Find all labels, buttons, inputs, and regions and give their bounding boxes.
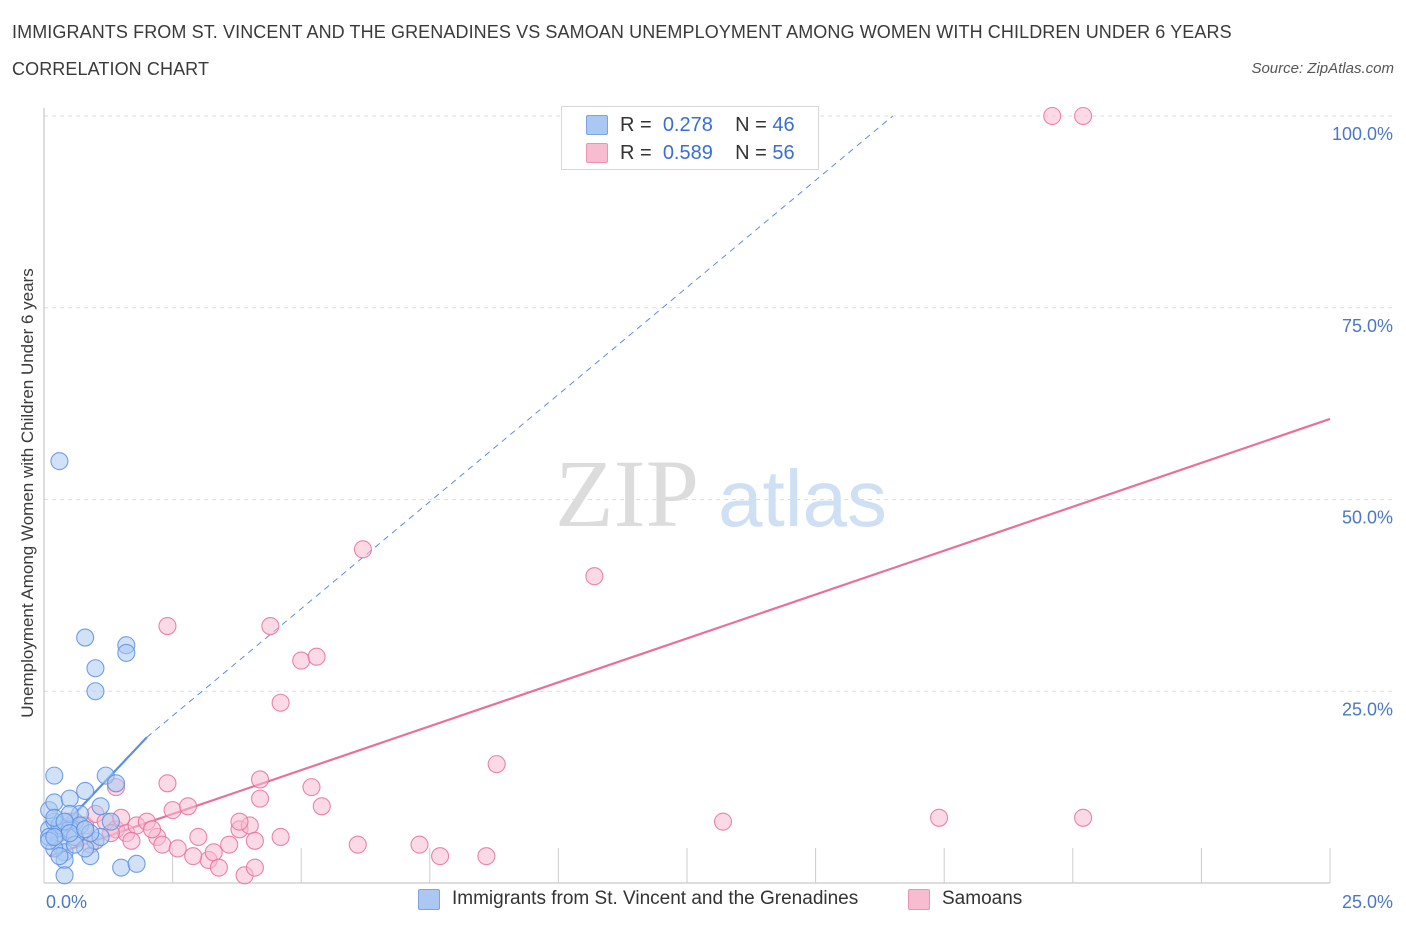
data-point-vincent [76,628,95,647]
data-point-samoan [250,789,270,808]
legend-row-vincent: R = 0.278 N = 46 [586,111,795,139]
data-point-samoan [585,567,604,586]
data-point-samoan [230,812,249,831]
bottom-legend-vincent: Immigrants from St. Vincent and the Gren… [418,888,858,910]
data-point-samoan [250,770,270,789]
data-point-samoan [410,835,429,854]
y-tick-label: 25.0% [1342,699,1393,719]
data-point-samoan [158,774,177,793]
data-point-samoan [209,858,228,877]
chart-source: Source: ZipAtlas.com [1251,60,1394,77]
grid-lines [44,115,1394,692]
watermark-zip: ZIP [555,440,699,547]
data-point-samoan [220,835,239,854]
data-point-vincent [127,854,146,873]
data-point-samoan [271,693,290,712]
legend-swatch-vincent [586,115,608,135]
y-tick-label: 75.0% [1342,316,1393,336]
data-point-samoan [142,820,162,839]
data-point-samoan [245,831,264,850]
data-point-vincent [55,866,74,885]
data-point-samoan [184,847,203,866]
data-point-vincent [50,847,69,866]
data-point-samoan [713,812,733,831]
data-point-samoan [302,778,321,797]
data-point-samoan [122,831,141,850]
data-point-vincent [106,774,126,793]
legend-r-label: R = [620,141,652,164]
data-point-vincent [60,789,79,808]
data-point-vincent [76,781,95,801]
legend-n-value: 56 [772,141,795,164]
stats-legend: R = 0.278 N = 46 R = 0.589 N = 56 [561,106,819,170]
x-tick-label: 25.0% [1342,892,1393,912]
data-point-samoan [204,843,223,862]
data-point-samoan [158,617,177,636]
data-point-samoan [1043,106,1062,126]
data-point-vincent [117,643,136,662]
bottom-legend-label-vincent: Immigrants from St. Vincent and the Gren… [452,888,859,909]
data-point-samoan [930,808,949,827]
data-point-vincent [86,682,105,701]
data-point-samoan [153,835,172,854]
data-point-samoan [1074,106,1093,126]
y-axis-label: Unemployment Among Women with Children U… [18,268,37,717]
data-points [40,106,1093,885]
x-tick-label: 0.0% [46,892,87,912]
tick-labels: 25.0% 50.0% 75.0% 100.0% 0.0% 25.0% [46,124,1393,912]
data-point-vincent [86,659,105,678]
y-tick-label: 50.0% [1342,508,1393,528]
legend-n-label: N = [735,113,767,136]
data-point-vincent [45,766,64,785]
data-point-samoan [1074,808,1093,827]
data-point-vincent [76,820,95,839]
watermark: ZIP atlas [555,440,887,547]
legend-swatch-samoan [586,143,608,163]
bottom-legend-swatch-samoan [908,888,930,910]
data-point-samoan [271,827,290,847]
legend-r-label: R = [620,113,652,136]
y-tick-label: 100.0% [1332,124,1393,144]
watermark-atlas: atlas [718,454,887,543]
data-point-samoan [168,839,187,858]
data-point-vincent [60,824,79,843]
data-point-vincent [91,797,110,816]
bottom-legend-swatch-vincent [418,888,440,910]
data-point-samoan [178,797,198,816]
legend-row-samoan: R = 0.589 N = 56 [586,139,795,167]
data-point-samoan [292,651,311,670]
data-point-samoan [487,755,506,774]
data-point-samoan [307,647,326,666]
bottom-legend-samoan: Samoans [908,888,1022,910]
data-point-samoan [189,827,208,847]
data-point-samoan [261,617,280,636]
data-point-samoan [353,540,372,559]
legend-r-value: 0.278 [662,113,713,136]
trend-line-vincent-extension [146,115,894,738]
data-point-samoan [431,847,450,866]
data-point-vincent [45,793,64,812]
data-point-vincent [112,858,131,877]
legend-n-label: N = [735,141,767,164]
data-point-samoan [348,835,367,854]
data-point-vincent [50,452,69,471]
data-point-vincent [45,827,64,847]
data-point-samoan [477,847,496,866]
data-point-samoan [163,801,182,820]
legend-r-value: 0.589 [662,141,713,164]
data-point-vincent [101,812,120,831]
bottom-legend-label-samoan: Samoans [942,888,1023,909]
data-point-samoan [245,858,264,877]
chart-title: IMMIGRANTS FROM ST. VINCENT AND THE GREN… [12,22,1232,79]
axes [43,108,1331,884]
legend-n-value: 46 [772,113,795,136]
data-point-samoan [312,797,331,816]
